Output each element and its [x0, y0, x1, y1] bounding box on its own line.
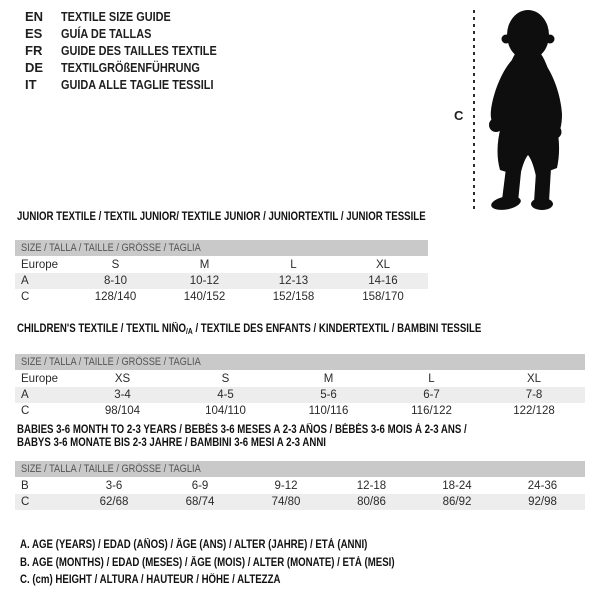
cell: 86/92 — [442, 496, 472, 508]
table-row: B 3-6 6-9 9-12 12-18 18-24 24-36 — [15, 478, 585, 494]
language-label: GUIDE DES TAILLES TEXTILE — [61, 43, 217, 58]
language-label: TEXTILGRÖßENFÜHRUNG — [61, 60, 200, 75]
table-row: C 98/104 104/110 110/116 116/122 122/128 — [15, 403, 585, 419]
cell: 24-36 — [527, 480, 558, 492]
cell: 5-6 — [320, 389, 337, 401]
language-row: DE TEXTILGRÖßENFÜHRUNG — [25, 59, 246, 76]
cell: 140/152 — [183, 291, 226, 303]
cell: 98/104 — [104, 405, 141, 417]
cell: 68/74 — [185, 496, 215, 508]
cell: 62/68 — [99, 496, 129, 508]
column-header: L — [428, 373, 435, 385]
footnote: B. AGE (MONTHS) / EDAD (MESES) / ÂGE (MO… — [20, 556, 395, 569]
childrens-textile-section: CHILDREN'S TEXTILE / TEXTIL NIÑO/A / TEX… — [15, 323, 585, 419]
table-title-children: CHILDREN'S TEXTILE / TEXTIL NIÑO/A / TEX… — [17, 323, 482, 336]
size-header-bar: SIZE / TALLA / TAILLE / GRÖSSE / TAGLIA — [15, 461, 585, 477]
cell: 4-5 — [217, 389, 234, 401]
toddler-silhouette — [489, 10, 562, 210]
language-code: DE — [25, 60, 44, 75]
row-label: C — [21, 496, 30, 508]
size-table-junior: Europe S M L XL A 8-10 10-12 12-13 14-16… — [15, 257, 428, 305]
cell: 10-12 — [189, 275, 220, 287]
subscript-a: /A — [186, 327, 193, 336]
row-label: A — [21, 389, 29, 401]
height-measure-label: C — [454, 108, 464, 123]
column-header: XL — [526, 373, 542, 385]
language-code: ES — [25, 26, 43, 41]
cell: 8-10 — [103, 275, 128, 287]
table-row: C 62/68 68/74 74/80 80/86 86/92 92/98 — [15, 494, 585, 510]
row-label: A — [21, 275, 29, 287]
cell: 3-4 — [114, 389, 131, 401]
language-row: IT GUIDA ALLE TAGLIE TESSILI — [25, 76, 246, 93]
table-title-babies: BABIES 3-6 MONTH TO 2-3 YEARS / BEBÉS 3-… — [17, 424, 467, 449]
language-row: EN TEXTILE SIZE GUIDE — [25, 8, 246, 25]
cell: 6-7 — [423, 389, 440, 401]
row-label: B — [21, 480, 29, 492]
height-dashed-line — [473, 10, 475, 212]
cell: 104/110 — [205, 405, 246, 417]
cell: 80/86 — [357, 496, 386, 508]
footnote: A. AGE (YEARS) / EDAD (AÑOS) / ÂGE (ANS)… — [20, 539, 368, 551]
cell: 122/128 — [513, 405, 555, 417]
cell: 152/158 — [272, 291, 315, 303]
height-figure: C — [452, 6, 592, 218]
cell: 74/80 — [271, 496, 301, 508]
cell: 158/170 — [362, 291, 404, 303]
row-label: C — [21, 291, 30, 303]
size-header-bar: SIZE / TALLA / TAILLE / GRÖSSE / TAGLIA — [15, 240, 428, 256]
table-title-junior: JUNIOR TEXTILE / TEXTIL JUNIOR/ TEXTILE … — [17, 211, 426, 223]
cell: 110/116 — [308, 405, 349, 417]
language-label: TEXTILE SIZE GUIDE — [61, 9, 171, 24]
cell: 14-16 — [368, 275, 398, 287]
table-row: C 128/140 140/152 152/158 158/170 — [15, 289, 428, 305]
column-header: S — [111, 259, 120, 271]
column-header: M — [199, 259, 210, 271]
cell: 92/98 — [528, 496, 557, 508]
table-header-row: Europe XS S M L XL — [15, 371, 585, 387]
table-header-row: Europe S M L XL — [15, 257, 428, 273]
column-header: S — [221, 373, 230, 385]
cell: 3-6 — [105, 480, 123, 492]
language-label: GUÍA DE TALLAS — [61, 26, 152, 41]
babies-textile-section: BABIES 3-6 MONTH TO 2-3 YEARS / BEBÉS 3-… — [15, 424, 585, 510]
cell: 9-12 — [274, 480, 298, 492]
junior-textile-section: JUNIOR TEXTILE / TEXTIL JUNIOR/ TEXTILE … — [15, 211, 428, 305]
row-label: C — [21, 405, 30, 417]
language-list: EN TEXTILE SIZE GUIDE ES GUÍA DE TALLAS FR… — [25, 8, 246, 93]
cell: 128/140 — [94, 291, 137, 303]
language-row: ES GUÍA DE TALLAS — [25, 25, 246, 42]
column-header: L — [290, 259, 297, 271]
cell: 12-13 — [278, 275, 309, 287]
language-code: FR — [25, 43, 43, 58]
size-header-bar: SIZE / TALLA / TAILLE / GRÖSSE / TAGLIA — [15, 354, 585, 370]
language-code: IT — [25, 77, 37, 92]
size-table-children: Europe XS S M L XL A 3-4 4-5 5-6 6-7 7-8… — [15, 371, 585, 419]
table-row: A 8-10 10-12 12-13 14-16 — [15, 273, 428, 289]
column-header: Europe — [21, 259, 59, 271]
table-row: A 3-4 4-5 5-6 6-7 7-8 — [15, 387, 585, 403]
language-label: GUIDA ALLE TAGLIE TESSILI — [61, 77, 214, 92]
footnote: C. (cm) HEIGHT / ALTURA / HAUTEUR / HÖHE… — [20, 574, 281, 586]
cell: 116/122 — [411, 405, 452, 417]
column-header: XL — [375, 259, 391, 271]
language-code: EN — [25, 9, 44, 24]
cell: 7-8 — [525, 389, 543, 401]
cell: 18-24 — [442, 480, 472, 492]
cell: 6-9 — [191, 480, 209, 492]
column-header: M — [323, 373, 334, 385]
language-row: FR GUIDE DES TAILLES TEXTILE — [25, 42, 246, 59]
footnote-legend: A. AGE (YEARS) / EDAD (AÑOS) / ÂGE (ANS)… — [20, 537, 466, 590]
column-header: XS — [114, 373, 131, 385]
size-table-babies: B 3-6 6-9 9-12 12-18 18-24 24-36 C 62/68… — [15, 478, 585, 510]
cell: 12-18 — [356, 480, 387, 492]
column-header: Europe — [21, 373, 59, 385]
